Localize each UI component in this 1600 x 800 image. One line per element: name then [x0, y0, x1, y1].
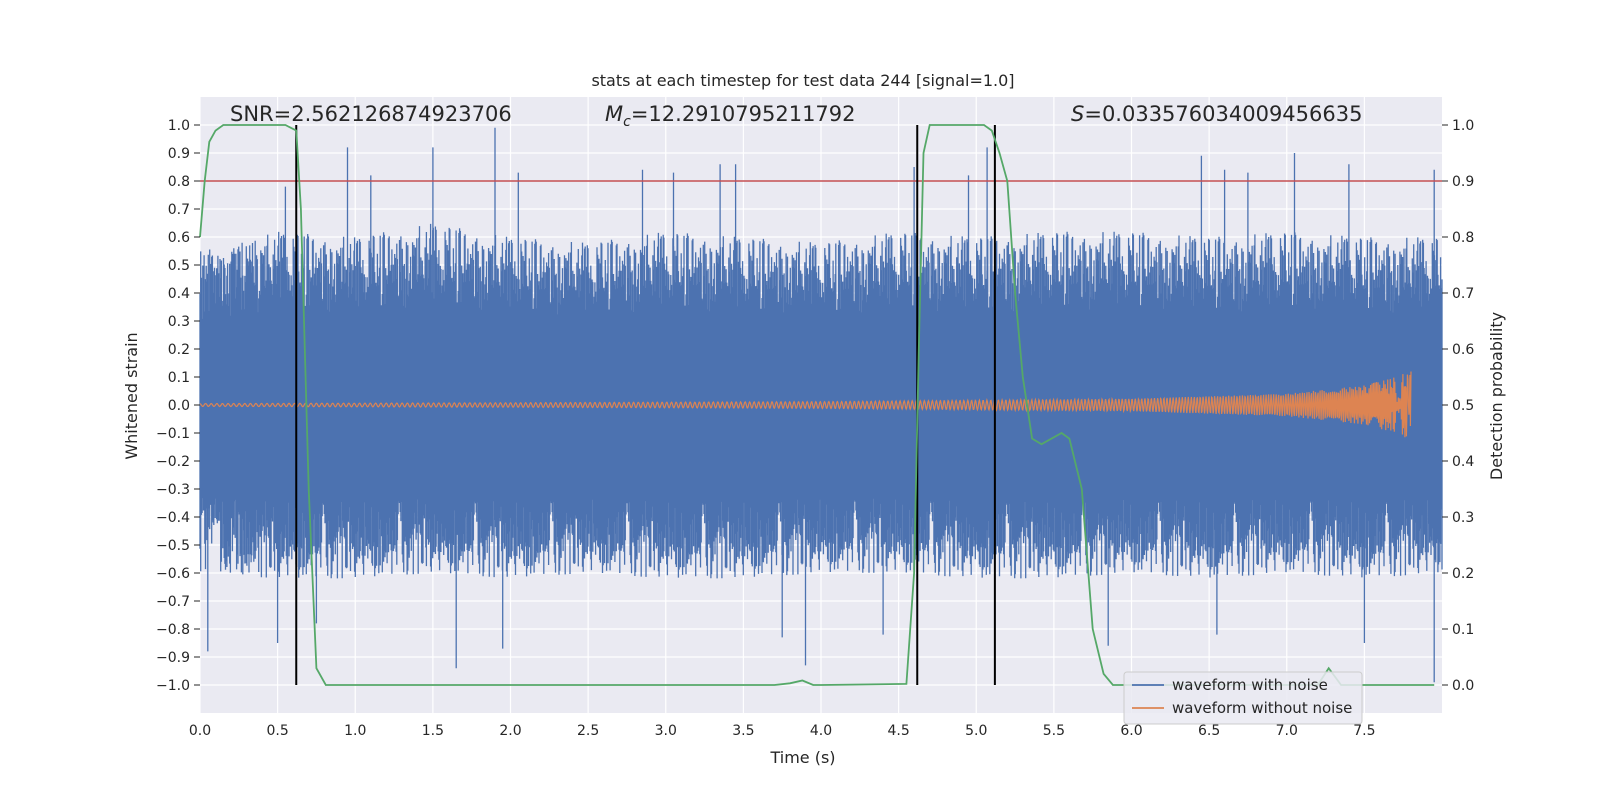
y-right-tick-label: 1.0	[1452, 118, 1474, 134]
y-left-tick-label: −0.6	[156, 566, 190, 582]
y-left-tick-label: −0.9	[156, 650, 190, 666]
x-axis-label: Time (s)	[769, 748, 835, 767]
x-tick-label: 4.0	[810, 723, 832, 739]
y-left-tick-label: −0.8	[156, 622, 190, 638]
y-right-tick-label: 0.4	[1452, 454, 1474, 470]
series-detection-probability	[199, 124, 1435, 686]
x-axis-ticks: 0.0 0.5 1.0 1.5 2.0 2.5 3.0 3.5 4.0 4.5 5.0 5.5 6.0 6…	[189, 723, 1376, 739]
y-axis-right-label: Detection probability	[1487, 312, 1506, 480]
y-left-tick-label: 0.0	[168, 398, 190, 414]
x-tick-label: 0.0	[189, 723, 211, 739]
y-left-tick-label: −0.3	[156, 482, 190, 498]
x-tick-label: 5.5	[1043, 723, 1065, 739]
snr-annotation: SNR=2.562126874923706	[230, 102, 512, 126]
x-tick-label: 3.0	[655, 723, 677, 739]
s-value: =0.033576034009456635	[1084, 102, 1362, 126]
y-left-tick-label: 0.1	[168, 370, 190, 386]
y-left-tick-label: 0.6	[168, 230, 190, 246]
mc-value: =12.2910795211792	[631, 102, 856, 126]
y-left-tick-label: 0.7	[168, 202, 190, 218]
y-left-tick-label: −0.2	[156, 454, 190, 470]
y-right-tick-label: 0.7	[1452, 286, 1474, 302]
y-right-tick-label: 0.5	[1452, 398, 1474, 414]
y-right-tick-label: 0.0	[1452, 678, 1474, 694]
y-left-tick-label: 0.2	[168, 342, 190, 358]
x-tick-label: 7.5	[1353, 723, 1375, 739]
chirp-mass-annotation: Mc=12.2910795211792	[605, 102, 856, 130]
y-axis-right-ticks: 1.0 0.9 0.8 0.7 0.6 0.5 0.4 0.3 0.2 0.1 0.0	[1442, 118, 1474, 694]
legend-box	[1123, 671, 1363, 725]
y-left-tick-label: 0.9	[168, 146, 190, 162]
legend: waveform with noise waveform without noi…	[1123, 671, 1363, 725]
x-tick-label: 5.0	[965, 723, 987, 739]
y-right-tick-label: 0.6	[1452, 342, 1474, 358]
legend-label-noise: waveform with noise	[1172, 676, 1328, 694]
x-tick-label: 6.0	[1120, 723, 1142, 739]
x-tick-label: 1.5	[422, 723, 444, 739]
chart-title: stats at each timestep for test data 244…	[591, 71, 1014, 90]
x-tick-label: 0.5	[266, 723, 288, 739]
y-axis-left-label: Whitened strain	[122, 332, 141, 459]
y-left-tick-label: 0.3	[168, 314, 190, 330]
y-right-tick-label: 0.1	[1452, 622, 1474, 638]
y-right-tick-label: 0.2	[1452, 566, 1474, 582]
y-right-tick-label: 0.9	[1452, 174, 1474, 190]
x-tick-label: 7.0	[1276, 723, 1298, 739]
y-left-tick-label: −0.1	[156, 426, 190, 442]
y-left-tick-label: −0.5	[156, 538, 190, 554]
y-right-tick-label: 0.8	[1452, 230, 1474, 246]
x-tick-label: 2.0	[499, 723, 521, 739]
mc-symbol: M	[605, 102, 623, 126]
x-tick-label: 4.5	[887, 723, 909, 739]
y-left-tick-label: 0.8	[168, 174, 190, 190]
y-left-tick-label: −1.0	[156, 678, 190, 694]
x-tick-label: 3.5	[732, 723, 754, 739]
mc-subscript: c	[623, 114, 631, 130]
legend-label-clean: waveform without noise	[1172, 699, 1352, 717]
s-symbol: S	[1071, 102, 1084, 126]
x-tick-label: 1.0	[344, 723, 366, 739]
chirp-trace	[199, 371, 1412, 438]
x-tick-label: 6.5	[1198, 723, 1220, 739]
y-left-tick-label: −0.7	[156, 594, 190, 610]
y-left-tick-label: 1.0	[168, 118, 190, 134]
y-left-tick-label: −0.4	[156, 510, 190, 526]
y-left-tick-label: 0.5	[168, 258, 190, 274]
s-annotation: S=0.033576034009456635	[1071, 102, 1362, 126]
y-left-tick-label: 0.4	[168, 286, 190, 302]
series-waveform-without-noise	[199, 371, 1412, 438]
x-tick-label: 2.5	[577, 723, 599, 739]
y-right-tick-label: 0.3	[1452, 510, 1474, 526]
y-axis-left-ticks: 1.0 0.9 0.8 0.7 0.6 0.5 0.4 0.3 0.2 0.1 0.0 −0.1 −0.…	[156, 118, 200, 694]
